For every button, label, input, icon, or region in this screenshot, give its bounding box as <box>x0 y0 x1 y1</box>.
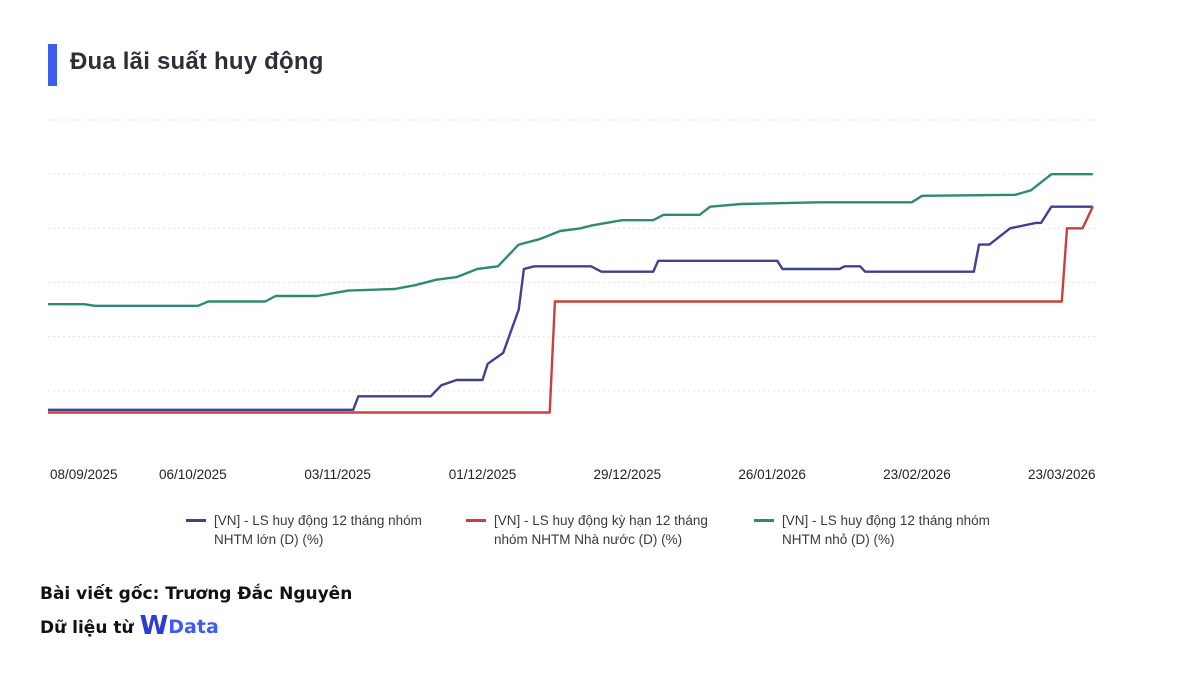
legend-swatch-small-banks <box>754 519 774 522</box>
series-line-small-banks[interactable] <box>48 172 1093 307</box>
x-tick-label-3: 03/11/2025 <box>304 467 371 482</box>
series-line-large-banks[interactable] <box>48 205 1093 411</box>
legend-item-small-banks[interactable]: [VN] - LS huy động 12 tháng nhóm NHTM nh… <box>754 511 1022 549</box>
legend-label-state-banks: [VN] - LS huy động kỳ hạn 12 tháng nhóm … <box>494 513 708 547</box>
data-source: Dữ liệu từ W Data <box>40 611 219 641</box>
widata-logo-w: W <box>139 611 169 641</box>
title-accent-bar <box>48 44 57 86</box>
data-source-prefix: Dữ liệu từ <box>40 618 134 638</box>
legend-item-large-banks[interactable]: [VN] - LS huy động 12 tháng nhóm NHTM lớ… <box>186 511 454 549</box>
author-credit: Bài viết gốc: Trương Đắc Nguyên <box>40 584 353 604</box>
widata-logo[interactable]: W Data <box>139 611 219 641</box>
legend: [VN] - LS huy động 12 tháng nhóm NHTM lớ… <box>0 511 1200 551</box>
legend-swatch-state-banks <box>466 519 486 522</box>
x-tick-label-8: 23/03/2026 <box>1028 467 1096 482</box>
x-tick-label-5: 29/12/2025 <box>594 467 662 482</box>
x-tick-label-7: 23/02/2026 <box>883 467 951 482</box>
x-axis-tick-labels: 08/09/2025 06/10/2025 03/11/2025 01/12/2025… <box>50 467 1096 482</box>
x-tick-label-4: 01/12/2025 <box>449 467 517 482</box>
x-tick-label-1: 08/09/2025 <box>50 467 118 482</box>
legend-label-small-banks: [VN] - LS huy động 12 tháng nhóm NHTM nh… <box>782 513 990 547</box>
legend-label-large-banks: [VN] - LS huy động 12 tháng nhóm NHTM lớ… <box>214 513 422 547</box>
widata-logo-text: Data <box>168 616 219 638</box>
x-tick-label-6: 26/01/2026 <box>738 467 806 482</box>
line-chart: 08/09/2025 06/10/2025 03/11/2025 01/12/2025… <box>48 119 1098 482</box>
series-line-state-banks[interactable] <box>48 206 1094 414</box>
series-lines <box>48 172 1094 414</box>
grid-lines <box>48 119 1098 392</box>
legend-swatch-large-banks <box>186 519 206 522</box>
legend-item-state-banks[interactable]: [VN] - LS huy động kỳ hạn 12 tháng nhóm … <box>466 511 739 549</box>
x-tick-label-2: 06/10/2025 <box>159 467 227 482</box>
chart-title: Đua lãi suất huy động <box>70 48 324 75</box>
